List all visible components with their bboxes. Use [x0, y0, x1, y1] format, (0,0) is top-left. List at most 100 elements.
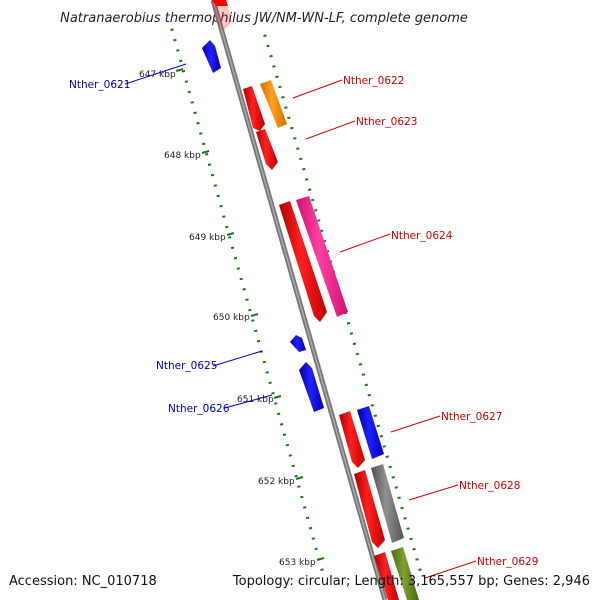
gene-feature-nther-0627[interactable] — [357, 406, 384, 459]
ruler-dot — [282, 433, 287, 436]
ruler-dot — [358, 363, 363, 366]
ruler-dot — [285, 443, 290, 447]
ruler-dot — [294, 474, 298, 478]
cds-arrow-nther-0627[interactable] — [339, 411, 365, 468]
kbp-label: 649 kbp — [189, 233, 226, 243]
ruler-dot — [379, 434, 383, 438]
ruler-dot — [305, 178, 309, 181]
ruler-dot — [262, 360, 266, 364]
cds-arrow-nther-0628[interactable] — [354, 470, 385, 548]
ruler-dot — [275, 75, 279, 79]
kbp-label: 653 kbp — [279, 558, 316, 568]
ruler-dot — [364, 383, 368, 387]
kbp-labels: 647 kbp 648 kbp 649 kbp 650 kbp 651 kbp … — [139, 70, 316, 568]
gene-feature-nther-0624[interactable] — [296, 196, 348, 317]
ruler-dot — [278, 85, 282, 89]
gene-feature-nther-0628[interactable] — [371, 464, 404, 543]
ruler-dot — [415, 558, 419, 561]
ruler-dot — [314, 547, 318, 551]
ruler-dot — [391, 476, 395, 479]
ruler-dot — [297, 485, 301, 488]
ruler-dot — [199, 132, 203, 135]
ruler-dot — [308, 526, 313, 530]
map-title: Natranaerobius thermophilus JW/NM-WN-LF,… — [60, 11, 468, 26]
kbp-label: 648 kbp — [164, 151, 201, 161]
ruler-dot — [303, 506, 307, 509]
genome-backbone-highlight — [212, 0, 386, 600]
ruler-dot — [382, 445, 386, 448]
ruler-dot — [256, 339, 261, 343]
ruler-dot — [219, 204, 223, 208]
accession-text: Accession: NC_010718 — [9, 574, 157, 589]
gene-label-nther-0622[interactable]: Nther_0622 — [343, 75, 404, 87]
ruler-dot — [266, 44, 270, 48]
kbp-label: 652 kbp — [258, 477, 295, 487]
gene-label-nther-0628[interactable]: Nther_0628 — [459, 480, 520, 492]
ruler-dot — [279, 423, 284, 426]
gene-arrow-nther-0621[interactable] — [202, 40, 221, 73]
ruler-dot — [388, 465, 392, 469]
ruler-dot — [355, 352, 360, 356]
ruler-dot — [196, 121, 200, 125]
ruler-dot — [187, 90, 191, 94]
ruler-dot — [193, 111, 197, 115]
ruler-dot — [308, 188, 312, 191]
kbp-ticks — [175, 68, 325, 561]
ruler-dot — [274, 402, 278, 405]
ruler-dot — [352, 342, 357, 346]
ruler-dot — [207, 163, 212, 166]
ruler-dot — [300, 495, 304, 499]
ruler-dot — [254, 329, 258, 333]
ruler-dot — [216, 194, 220, 198]
cds-arrow-nther-0624[interactable] — [279, 201, 327, 322]
gene-feature-nther-0629[interactable] — [391, 547, 419, 600]
ruler-dot — [284, 106, 288, 109]
ruler-dot — [290, 126, 294, 130]
ruler-dot — [370, 404, 374, 407]
gene-arrow-nther-0626[interactable] — [299, 362, 324, 412]
ruler-dot — [293, 137, 297, 140]
ruler-dot — [202, 142, 206, 146]
ruler-dot — [320, 568, 324, 571]
ruler-dot — [291, 464, 295, 468]
ruler-dot — [349, 332, 354, 335]
ruler-dot — [263, 34, 267, 37]
ruler-dot — [418, 568, 422, 571]
cds-arrow-nther-0629[interactable] — [374, 552, 399, 600]
gene-label-nther-0624[interactable]: Nther_0624 — [391, 230, 453, 242]
ruler-dot — [317, 219, 321, 222]
gene-label-nther-0623[interactable]: Nther_0623 — [356, 116, 417, 128]
ruler-dot — [190, 101, 194, 104]
cds-arrow-nther-0622[interactable] — [243, 86, 265, 131]
ruler-dot — [299, 157, 303, 161]
gene-labels: Nther_0621 Nther_0622 Nther_0623 Nther_0… — [69, 75, 538, 568]
ruler-dot — [204, 153, 209, 156]
gene-label-nther-0625[interactable]: Nther_0625 — [156, 360, 217, 372]
topology-text: Topology: circular; Length: 3,165,557 bp… — [232, 574, 590, 589]
cds-arrow-nther-0623[interactable] — [256, 129, 278, 170]
gene-label-nther-0629[interactable]: Nther_0629 — [477, 556, 538, 568]
gene-arrow-nther-0625[interactable] — [290, 335, 306, 352]
ruler-dot — [296, 147, 300, 150]
gene-label-nther-0626[interactable]: Nther_0626 — [168, 403, 230, 415]
gene-feature-nther-0622[interactable] — [260, 80, 287, 128]
ruler-dot — [367, 393, 371, 397]
leader-lines — [124, 63, 477, 579]
ruler-dot — [213, 184, 217, 187]
gene-label-nther-0621[interactable]: Nther_0621 — [69, 79, 130, 91]
ruler-dot — [314, 209, 318, 212]
ruler-dot — [176, 49, 180, 52]
gene-label-nther-0627[interactable]: Nther_0627 — [441, 411, 502, 423]
ruler-dot — [361, 373, 366, 376]
ruler-dot — [271, 391, 275, 395]
ruler-dot — [412, 547, 416, 551]
ruler-dot — [373, 414, 377, 417]
ruler-dot — [305, 516, 310, 520]
cds-feature-faded — [212, 0, 232, 30]
ruler-dot — [245, 298, 249, 301]
ruler-dot — [239, 277, 243, 281]
ruler-dot — [210, 173, 215, 177]
ruler-dot — [228, 236, 232, 239]
ruler-dot — [233, 256, 238, 260]
